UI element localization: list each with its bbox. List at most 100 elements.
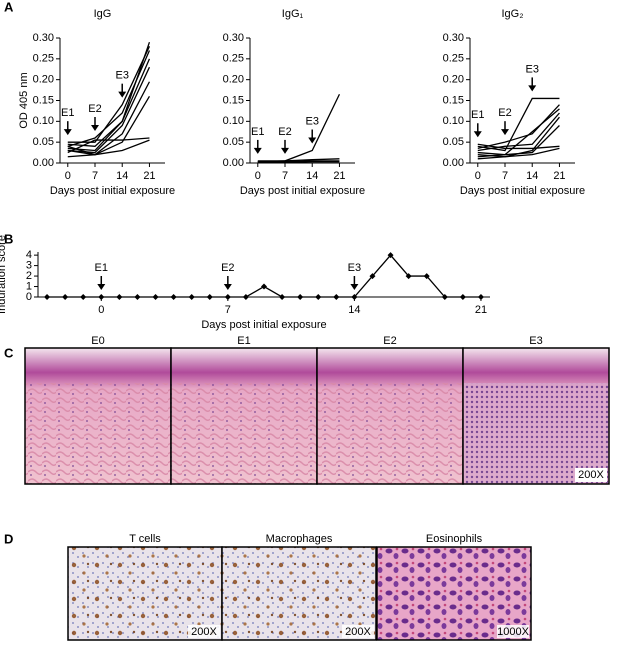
y-tick-label: 0.05 xyxy=(33,136,54,148)
magnification: 200X xyxy=(191,626,217,638)
x-axis-label: Days post initial exposure xyxy=(201,319,326,331)
marker xyxy=(459,294,466,300)
y-tick-label: 0.00 xyxy=(223,157,244,169)
y-tick-label: 0.25 xyxy=(223,53,244,65)
scale-box xyxy=(342,625,374,638)
scale-box xyxy=(188,625,220,638)
arrow-head xyxy=(501,129,509,136)
x-tick-label: 21 xyxy=(143,170,155,182)
y-tick-label: 0 xyxy=(26,291,32,303)
x-axis-label: Days post initial exposure xyxy=(50,185,175,197)
tissue-texture xyxy=(463,383,609,484)
series-line xyxy=(67,50,151,147)
y-tick-label: 0.10 xyxy=(33,115,54,127)
marker xyxy=(369,273,376,280)
chart-title: IgG₂ xyxy=(502,8,524,20)
y-tick-label: 0.20 xyxy=(33,74,54,86)
series-line xyxy=(67,81,151,156)
panel-label: B xyxy=(4,231,13,246)
marker xyxy=(261,283,267,290)
y-tick-label: 0.30 xyxy=(443,32,464,44)
y-tick-label: 0.25 xyxy=(33,53,54,65)
annotation: E2 xyxy=(498,107,511,119)
annotation: E1 xyxy=(95,262,108,274)
panel-label: D xyxy=(4,531,13,546)
x-tick-label: 0 xyxy=(475,170,481,182)
marker xyxy=(44,294,51,300)
x-tick-label: 14 xyxy=(526,170,538,182)
panel-label: A xyxy=(4,0,14,14)
chart-title: IgG₁ xyxy=(282,8,304,20)
marker xyxy=(206,294,213,300)
marker xyxy=(80,294,87,300)
y-tick-label: 0.25 xyxy=(443,53,464,65)
marker xyxy=(170,294,177,300)
annotation: E3 xyxy=(115,70,128,82)
marker xyxy=(297,294,304,300)
y-axis-label: Induration score xyxy=(0,235,8,314)
marker xyxy=(152,294,159,300)
x-tick-label: 0 xyxy=(65,170,71,182)
y-tick-label: 0.00 xyxy=(33,157,54,169)
arrow-head xyxy=(253,147,262,154)
y-tick-label: 1 xyxy=(26,280,32,292)
x-tick-label: 21 xyxy=(553,170,565,182)
series-line xyxy=(477,104,560,150)
magnification: 200X xyxy=(345,626,371,638)
x-tick-label: 7 xyxy=(225,304,231,316)
series-line xyxy=(47,254,481,298)
marker xyxy=(315,294,322,300)
x-tick-label: 14 xyxy=(116,170,128,182)
series-line xyxy=(67,96,151,156)
x-tick-label: 7 xyxy=(502,170,508,182)
marker xyxy=(333,294,340,300)
image-border xyxy=(221,546,377,641)
marker xyxy=(477,294,484,300)
arrow-head xyxy=(223,284,232,290)
marker xyxy=(441,294,448,300)
magnification: 1000X xyxy=(497,626,529,638)
annotation: E3 xyxy=(348,262,361,274)
series-line xyxy=(477,112,560,152)
x-tick-label: 0 xyxy=(98,304,104,316)
marker xyxy=(116,294,123,300)
image-label: Macrophages xyxy=(266,533,333,545)
series-line xyxy=(67,66,151,154)
arrow-head xyxy=(308,137,317,144)
marker xyxy=(242,294,249,300)
y-tick-label: 0.10 xyxy=(223,115,244,127)
x-tick-label: 21 xyxy=(333,170,345,182)
y-tick-label: 0.15 xyxy=(223,94,244,106)
y-axis-label: OD 405 nm xyxy=(18,72,30,128)
scale-box xyxy=(575,468,607,482)
annotation: E2 xyxy=(221,262,234,274)
x-axis-label: Days post initial exposure xyxy=(460,185,585,197)
series-line xyxy=(477,125,560,158)
image-label: E3 xyxy=(529,335,542,347)
ihc-image xyxy=(377,547,531,640)
series-line xyxy=(477,143,560,150)
scale-box xyxy=(497,625,529,638)
arrow-head xyxy=(528,85,537,92)
marker xyxy=(188,294,195,300)
arrow-head xyxy=(91,125,99,131)
marker xyxy=(62,294,69,300)
x-tick-label: 7 xyxy=(92,170,98,182)
y-tick-label: 0.20 xyxy=(443,74,464,86)
arrow-head xyxy=(63,129,72,136)
marker xyxy=(387,252,394,259)
series-line xyxy=(67,137,150,154)
marker xyxy=(423,273,430,280)
annotation: E1 xyxy=(471,109,484,121)
arrow-head xyxy=(281,147,289,154)
image-label: E1 xyxy=(237,335,250,347)
x-tick-label: 21 xyxy=(475,304,487,316)
marker xyxy=(98,294,105,300)
y-tick-label: 0.05 xyxy=(443,136,464,148)
panel-label: C xyxy=(4,345,14,360)
y-tick-label: 0.00 xyxy=(443,157,464,169)
marker xyxy=(224,294,231,300)
y-tick-label: 0.20 xyxy=(223,74,244,86)
marker xyxy=(351,294,358,300)
